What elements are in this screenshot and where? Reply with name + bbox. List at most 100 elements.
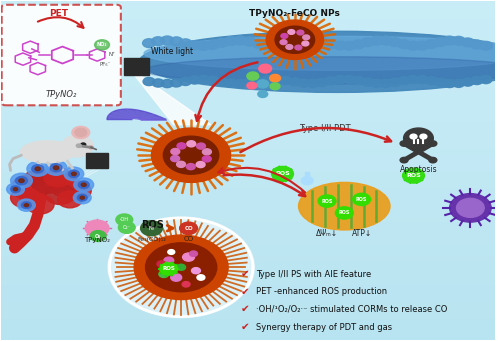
Circle shape [407,76,419,84]
Circle shape [49,175,81,197]
Text: ROS: ROS [275,172,290,176]
Bar [0,57,495,63]
Bar [0,23,495,29]
Bar [0,12,495,18]
Circle shape [170,37,183,46]
Ellipse shape [144,36,500,70]
Text: N⁺: N⁺ [108,52,116,57]
Circle shape [362,78,374,86]
Circle shape [24,170,46,186]
Bar [0,301,495,306]
Circle shape [45,184,75,205]
Circle shape [12,175,49,201]
Circle shape [22,202,32,208]
Circle shape [182,282,190,287]
Text: ΔΨₘ↓: ΔΨₘ↓ [316,229,338,238]
Circle shape [462,78,473,86]
Circle shape [416,76,428,84]
Bar [0,63,495,69]
Text: TPyNO₂: TPyNO₂ [84,237,110,243]
Circle shape [224,36,237,45]
Circle shape [480,75,492,84]
Circle shape [116,214,132,225]
Text: ROS: ROS [322,198,332,204]
Ellipse shape [139,31,500,92]
Circle shape [6,183,25,195]
Circle shape [318,195,336,207]
Circle shape [216,78,228,86]
Text: ·OH: ·OH [120,217,129,222]
Bar [0,182,495,188]
Circle shape [54,166,59,170]
Circle shape [50,164,62,172]
Circle shape [297,30,304,35]
Circle shape [388,38,402,46]
Circle shape [270,83,280,90]
Circle shape [380,36,392,45]
Bar [0,153,495,159]
Circle shape [334,41,346,50]
Bar [0,97,495,103]
Circle shape [406,41,420,50]
Circle shape [157,261,166,267]
Text: ROS: ROS [356,197,368,202]
Circle shape [400,141,408,146]
Circle shape [370,36,383,45]
Bar [0,227,495,233]
Circle shape [14,188,18,191]
Bar [0,295,495,301]
Bar [0,278,495,284]
Bar [0,250,495,255]
Circle shape [398,40,410,49]
Polygon shape [134,75,211,125]
Circle shape [402,168,424,183]
Circle shape [258,91,268,98]
Circle shape [176,264,186,270]
Circle shape [180,222,198,234]
Circle shape [108,217,255,317]
Bar [0,290,495,295]
Circle shape [420,134,427,139]
FancyBboxPatch shape [86,153,108,168]
Text: ✔: ✔ [240,305,249,314]
Circle shape [164,136,218,174]
Text: Fe₃(CO)₁₂: Fe₃(CO)₁₂ [137,237,166,242]
Bar [0,125,495,131]
Circle shape [398,77,410,85]
Bar [0,108,495,114]
Circle shape [452,36,465,45]
Circle shape [295,45,302,50]
Circle shape [270,75,282,84]
Text: O₂: O₂ [95,234,101,239]
Circle shape [316,78,328,87]
Bar [0,244,495,250]
Circle shape [252,77,264,85]
Circle shape [24,204,28,207]
Bar [0,148,495,153]
Circle shape [192,268,200,274]
Circle shape [302,177,313,185]
Circle shape [202,149,211,155]
Circle shape [288,38,301,47]
Text: White light: White light [152,47,194,56]
Circle shape [371,79,382,87]
Circle shape [80,196,84,199]
Circle shape [298,79,310,87]
Circle shape [182,253,194,261]
Bar [0,306,495,312]
Bar [0,312,495,318]
Circle shape [429,158,437,163]
Circle shape [78,181,89,189]
Circle shape [429,141,437,146]
Circle shape [89,146,93,149]
Circle shape [216,39,228,47]
Circle shape [234,36,246,45]
Bar [0,267,495,272]
Bar [0,131,495,136]
Circle shape [160,263,178,275]
Bar [0,210,495,216]
Bar [0,29,495,35]
Circle shape [64,167,84,181]
Text: Apoptosis: Apoptosis [400,165,438,174]
Circle shape [289,78,300,86]
